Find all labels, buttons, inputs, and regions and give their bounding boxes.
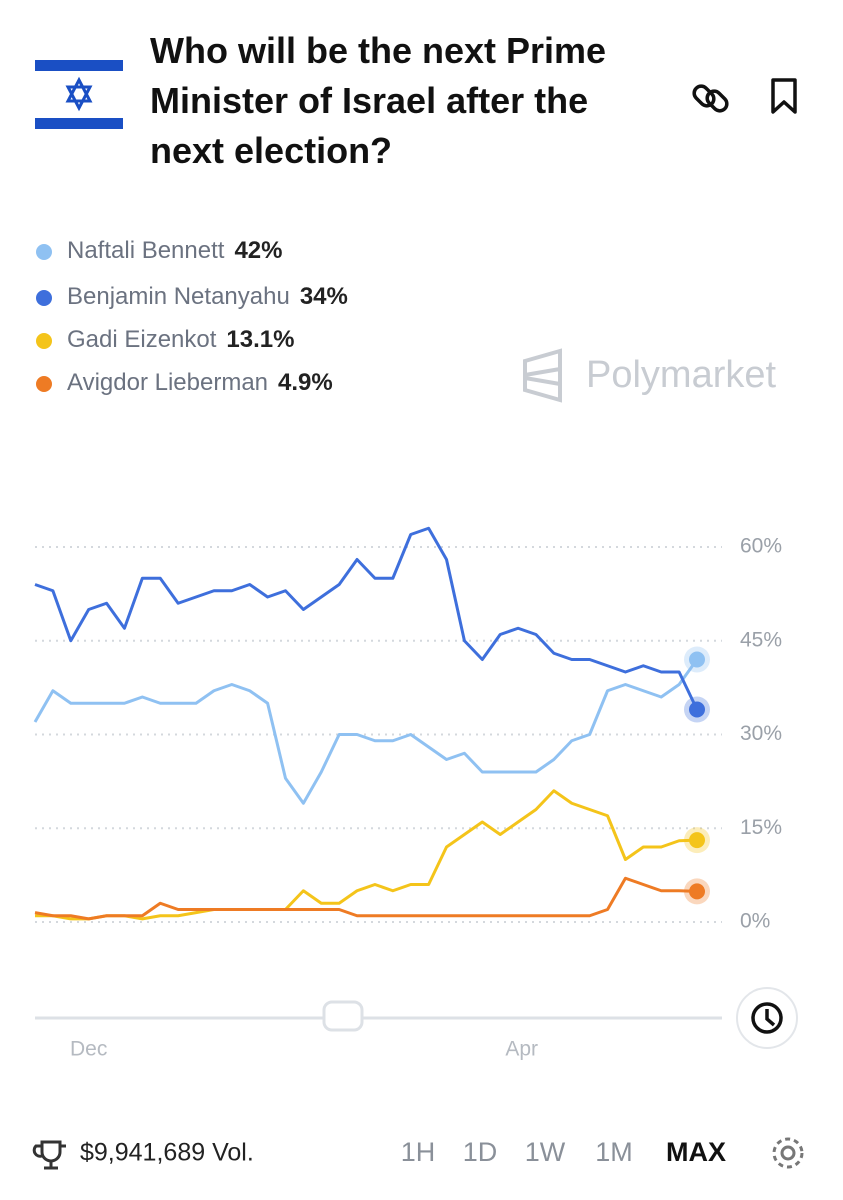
legend-entry: Gadi Eizenkot 13.1% bbox=[67, 326, 294, 353]
bookmark-icon[interactable] bbox=[771, 78, 797, 114]
x-tick-label: Dec bbox=[70, 1038, 107, 1061]
legend-value: 34% bbox=[300, 283, 348, 310]
legend-name: Naftali Bennett bbox=[67, 237, 225, 264]
range-button[interactable]: 1W bbox=[525, 1137, 566, 1167]
legend-entry: Benjamin Netanyahu 34% bbox=[67, 283, 348, 310]
series-line bbox=[35, 789, 698, 921]
legend-swatch bbox=[36, 290, 52, 306]
legend-entry: Naftali Bennett 42% bbox=[67, 237, 282, 264]
y-tick-label: 60% bbox=[740, 535, 782, 558]
legend-swatch bbox=[36, 333, 52, 349]
volume: $9,941,689 Vol. bbox=[80, 1139, 254, 1167]
series-line bbox=[34, 876, 698, 921]
legend-swatch bbox=[36, 376, 52, 392]
legend-value: 4.9% bbox=[278, 369, 333, 396]
current-dot bbox=[689, 651, 705, 668]
range-button[interactable]: 1H bbox=[401, 1137, 436, 1167]
current-dot bbox=[689, 883, 705, 900]
legend-value: 42% bbox=[234, 237, 282, 264]
y-tick-label: 15% bbox=[740, 816, 782, 839]
trophy-icon bbox=[32, 1140, 66, 1170]
series-line bbox=[33, 658, 699, 805]
legend-name: Avigdor Lieberman bbox=[67, 369, 268, 396]
y-tick-label: 45% bbox=[740, 628, 782, 651]
history-button[interactable] bbox=[736, 987, 798, 1049]
range-button[interactable]: 1D bbox=[463, 1137, 498, 1167]
legend-entry: Avigdor Lieberman 4.9% bbox=[67, 369, 333, 396]
x-tick-label: Apr bbox=[505, 1038, 538, 1061]
range-button[interactable]: 1M bbox=[595, 1137, 633, 1167]
flag bbox=[35, 58, 123, 130]
brand: Polymarket bbox=[586, 354, 776, 396]
legend-value: 13.1% bbox=[226, 326, 294, 353]
current-dot bbox=[689, 832, 705, 849]
title: Who will be the next Prime Minister of I… bbox=[150, 30, 607, 171]
settings-icon[interactable] bbox=[772, 1137, 804, 1169]
y-tick-label: 0% bbox=[740, 910, 770, 933]
legend-swatch bbox=[36, 244, 52, 260]
series-line bbox=[34, 526, 699, 711]
slider-handle[interactable] bbox=[322, 1000, 364, 1032]
current-dot bbox=[689, 701, 705, 718]
y-tick-label: 30% bbox=[740, 722, 782, 745]
legend-name: Benjamin Netanyahu bbox=[67, 283, 290, 310]
watermark: Polymarket bbox=[523, 348, 776, 403]
link-icon[interactable] bbox=[691, 83, 729, 113]
range-button[interactable]: MAX bbox=[666, 1137, 726, 1167]
legend-name: Gadi Eizenkot bbox=[67, 326, 217, 353]
